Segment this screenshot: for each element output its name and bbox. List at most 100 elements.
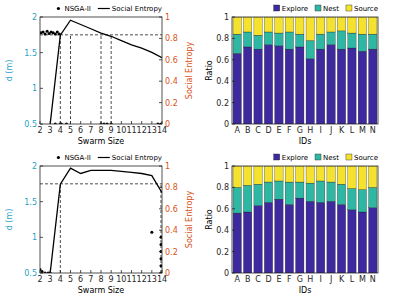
bar-segment bbox=[296, 182, 304, 198]
y-tick bbox=[40, 273, 43, 274]
legend-swatch bbox=[346, 5, 352, 11]
x-tick-label: F bbox=[287, 126, 292, 135]
x-tick bbox=[111, 121, 112, 124]
bar-segment bbox=[348, 188, 356, 209]
x-tick bbox=[101, 121, 102, 124]
bar-segment bbox=[327, 17, 335, 32]
y2-tick bbox=[159, 166, 162, 167]
x-tick bbox=[141, 121, 142, 124]
legend-line bbox=[98, 157, 110, 158]
y2-axis-label: Social Entropy bbox=[185, 191, 194, 249]
bar-segment bbox=[233, 213, 241, 273]
y2-tick-label: 0.8 bbox=[165, 183, 178, 192]
legend-label: Explore bbox=[282, 154, 308, 162]
bar-segment bbox=[233, 187, 241, 213]
y-tick-label: 0.4 bbox=[216, 226, 229, 235]
legend: NSGA-IISocial Entropy bbox=[57, 5, 162, 13]
y2-tick-label: 1 bbox=[165, 13, 170, 22]
x-tick-label: 12 bbox=[137, 275, 147, 284]
bar-segment bbox=[275, 17, 283, 33]
y-tick-label: 0.5 bbox=[24, 120, 37, 129]
bar-segment bbox=[358, 17, 366, 34]
x-tick-label: 5 bbox=[68, 126, 73, 135]
y-tick-label: 0.2 bbox=[216, 248, 229, 257]
y-tick bbox=[232, 251, 235, 252]
bar-segment bbox=[337, 205, 345, 273]
y-tick-label: 1 bbox=[32, 233, 37, 242]
legend-swatch bbox=[315, 5, 321, 11]
x-tick-label: B bbox=[245, 126, 251, 135]
x-tick-label: E bbox=[276, 126, 281, 135]
bar-segment bbox=[285, 182, 293, 204]
legend-marker bbox=[57, 7, 60, 10]
bar-segment bbox=[369, 34, 377, 49]
legend: ExploreNestSource bbox=[274, 5, 378, 13]
x-axis-label: Swarm Size bbox=[78, 286, 125, 295]
y2-tick-label: 0 bbox=[165, 269, 170, 278]
bar-segment bbox=[254, 35, 262, 49]
y2-tick bbox=[159, 187, 162, 188]
plot-frame bbox=[40, 17, 162, 124]
bar-segment bbox=[337, 184, 345, 204]
bar-segment bbox=[316, 34, 324, 49]
x-tick bbox=[151, 121, 152, 124]
bar-segment bbox=[264, 32, 272, 45]
y-tick-label: 0.6 bbox=[216, 56, 229, 65]
x-tick-label: H bbox=[307, 275, 313, 284]
x-tick bbox=[162, 121, 163, 124]
x-tick-label: A bbox=[234, 126, 240, 135]
bar-segment bbox=[337, 49, 345, 124]
bar-segment bbox=[327, 201, 335, 273]
y-tick bbox=[232, 124, 235, 125]
x-tick-label: I bbox=[319, 126, 321, 135]
bar-segment bbox=[275, 181, 283, 199]
reference-vline bbox=[60, 184, 61, 273]
bar-segment bbox=[369, 17, 377, 34]
bar-segment bbox=[254, 166, 262, 184]
bar-segment bbox=[348, 17, 356, 33]
y-tick bbox=[232, 102, 235, 103]
x-tick-label: M bbox=[359, 275, 366, 284]
x-tick bbox=[70, 121, 71, 124]
bar-segment bbox=[296, 47, 304, 124]
x-tick bbox=[70, 270, 71, 273]
x-tick bbox=[80, 270, 81, 273]
bar-segment bbox=[254, 184, 262, 205]
x-tick bbox=[50, 121, 51, 124]
y-tick bbox=[40, 166, 43, 167]
legend-swatch bbox=[274, 5, 280, 11]
bar-segment bbox=[264, 45, 272, 124]
y-tick bbox=[40, 237, 43, 238]
reference-hline bbox=[40, 183, 162, 184]
bar-segment bbox=[296, 198, 304, 273]
x-tick bbox=[121, 270, 122, 273]
x-tick-label: B bbox=[245, 275, 251, 284]
bar-segment bbox=[296, 17, 304, 34]
y2-tick-label: 0.2 bbox=[165, 248, 178, 257]
y-tick-label: 1.5 bbox=[24, 49, 37, 58]
y2-tick-label: 0 bbox=[165, 120, 170, 129]
x-tick-label: 7 bbox=[88, 126, 93, 135]
chart-panel: 2345678910111213140.511.5200.20.40.60.81… bbox=[5, 154, 194, 295]
bar-segment bbox=[337, 17, 345, 31]
legend-swatch bbox=[274, 154, 280, 160]
y-tick-label: 0.4 bbox=[216, 77, 229, 86]
bar-segment bbox=[348, 33, 356, 48]
x-tick-label: 3 bbox=[48, 126, 53, 135]
legend-label: NSGA-II bbox=[64, 5, 90, 13]
x-tick-label: 13 bbox=[147, 275, 157, 284]
x-tick-label: 11 bbox=[126, 275, 136, 284]
x-tick-label: K bbox=[339, 275, 345, 284]
bar-segment bbox=[264, 17, 272, 32]
y-axis-label: Ratio bbox=[205, 209, 214, 230]
x-tick bbox=[151, 270, 152, 273]
x-tick-label: 8 bbox=[98, 126, 103, 135]
x-tick bbox=[162, 270, 163, 273]
y-tick bbox=[232, 17, 235, 18]
legend-swatch bbox=[315, 154, 321, 160]
y-tick-label: 0 bbox=[224, 120, 229, 129]
bar-segment bbox=[275, 46, 283, 124]
chart-panel: 2345678910111213140.511.5200.20.40.60.81… bbox=[5, 5, 194, 146]
y2-tick-label: 0.6 bbox=[165, 205, 178, 214]
y-tick-label: 1 bbox=[224, 13, 229, 22]
